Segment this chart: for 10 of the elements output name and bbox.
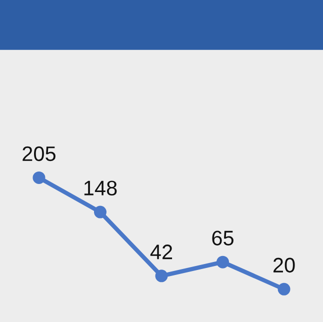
point bbox=[216, 256, 230, 268]
point bbox=[32, 171, 46, 184]
data-label: 20 bbox=[273, 258, 295, 273]
data-label: 65 bbox=[212, 230, 234, 246]
data-label: 42 bbox=[150, 244, 172, 260]
point bbox=[94, 206, 106, 218]
point bbox=[278, 282, 290, 296]
point bbox=[155, 270, 168, 282]
data-label: 205 bbox=[22, 146, 56, 162]
data-label: 148 bbox=[84, 180, 117, 196]
